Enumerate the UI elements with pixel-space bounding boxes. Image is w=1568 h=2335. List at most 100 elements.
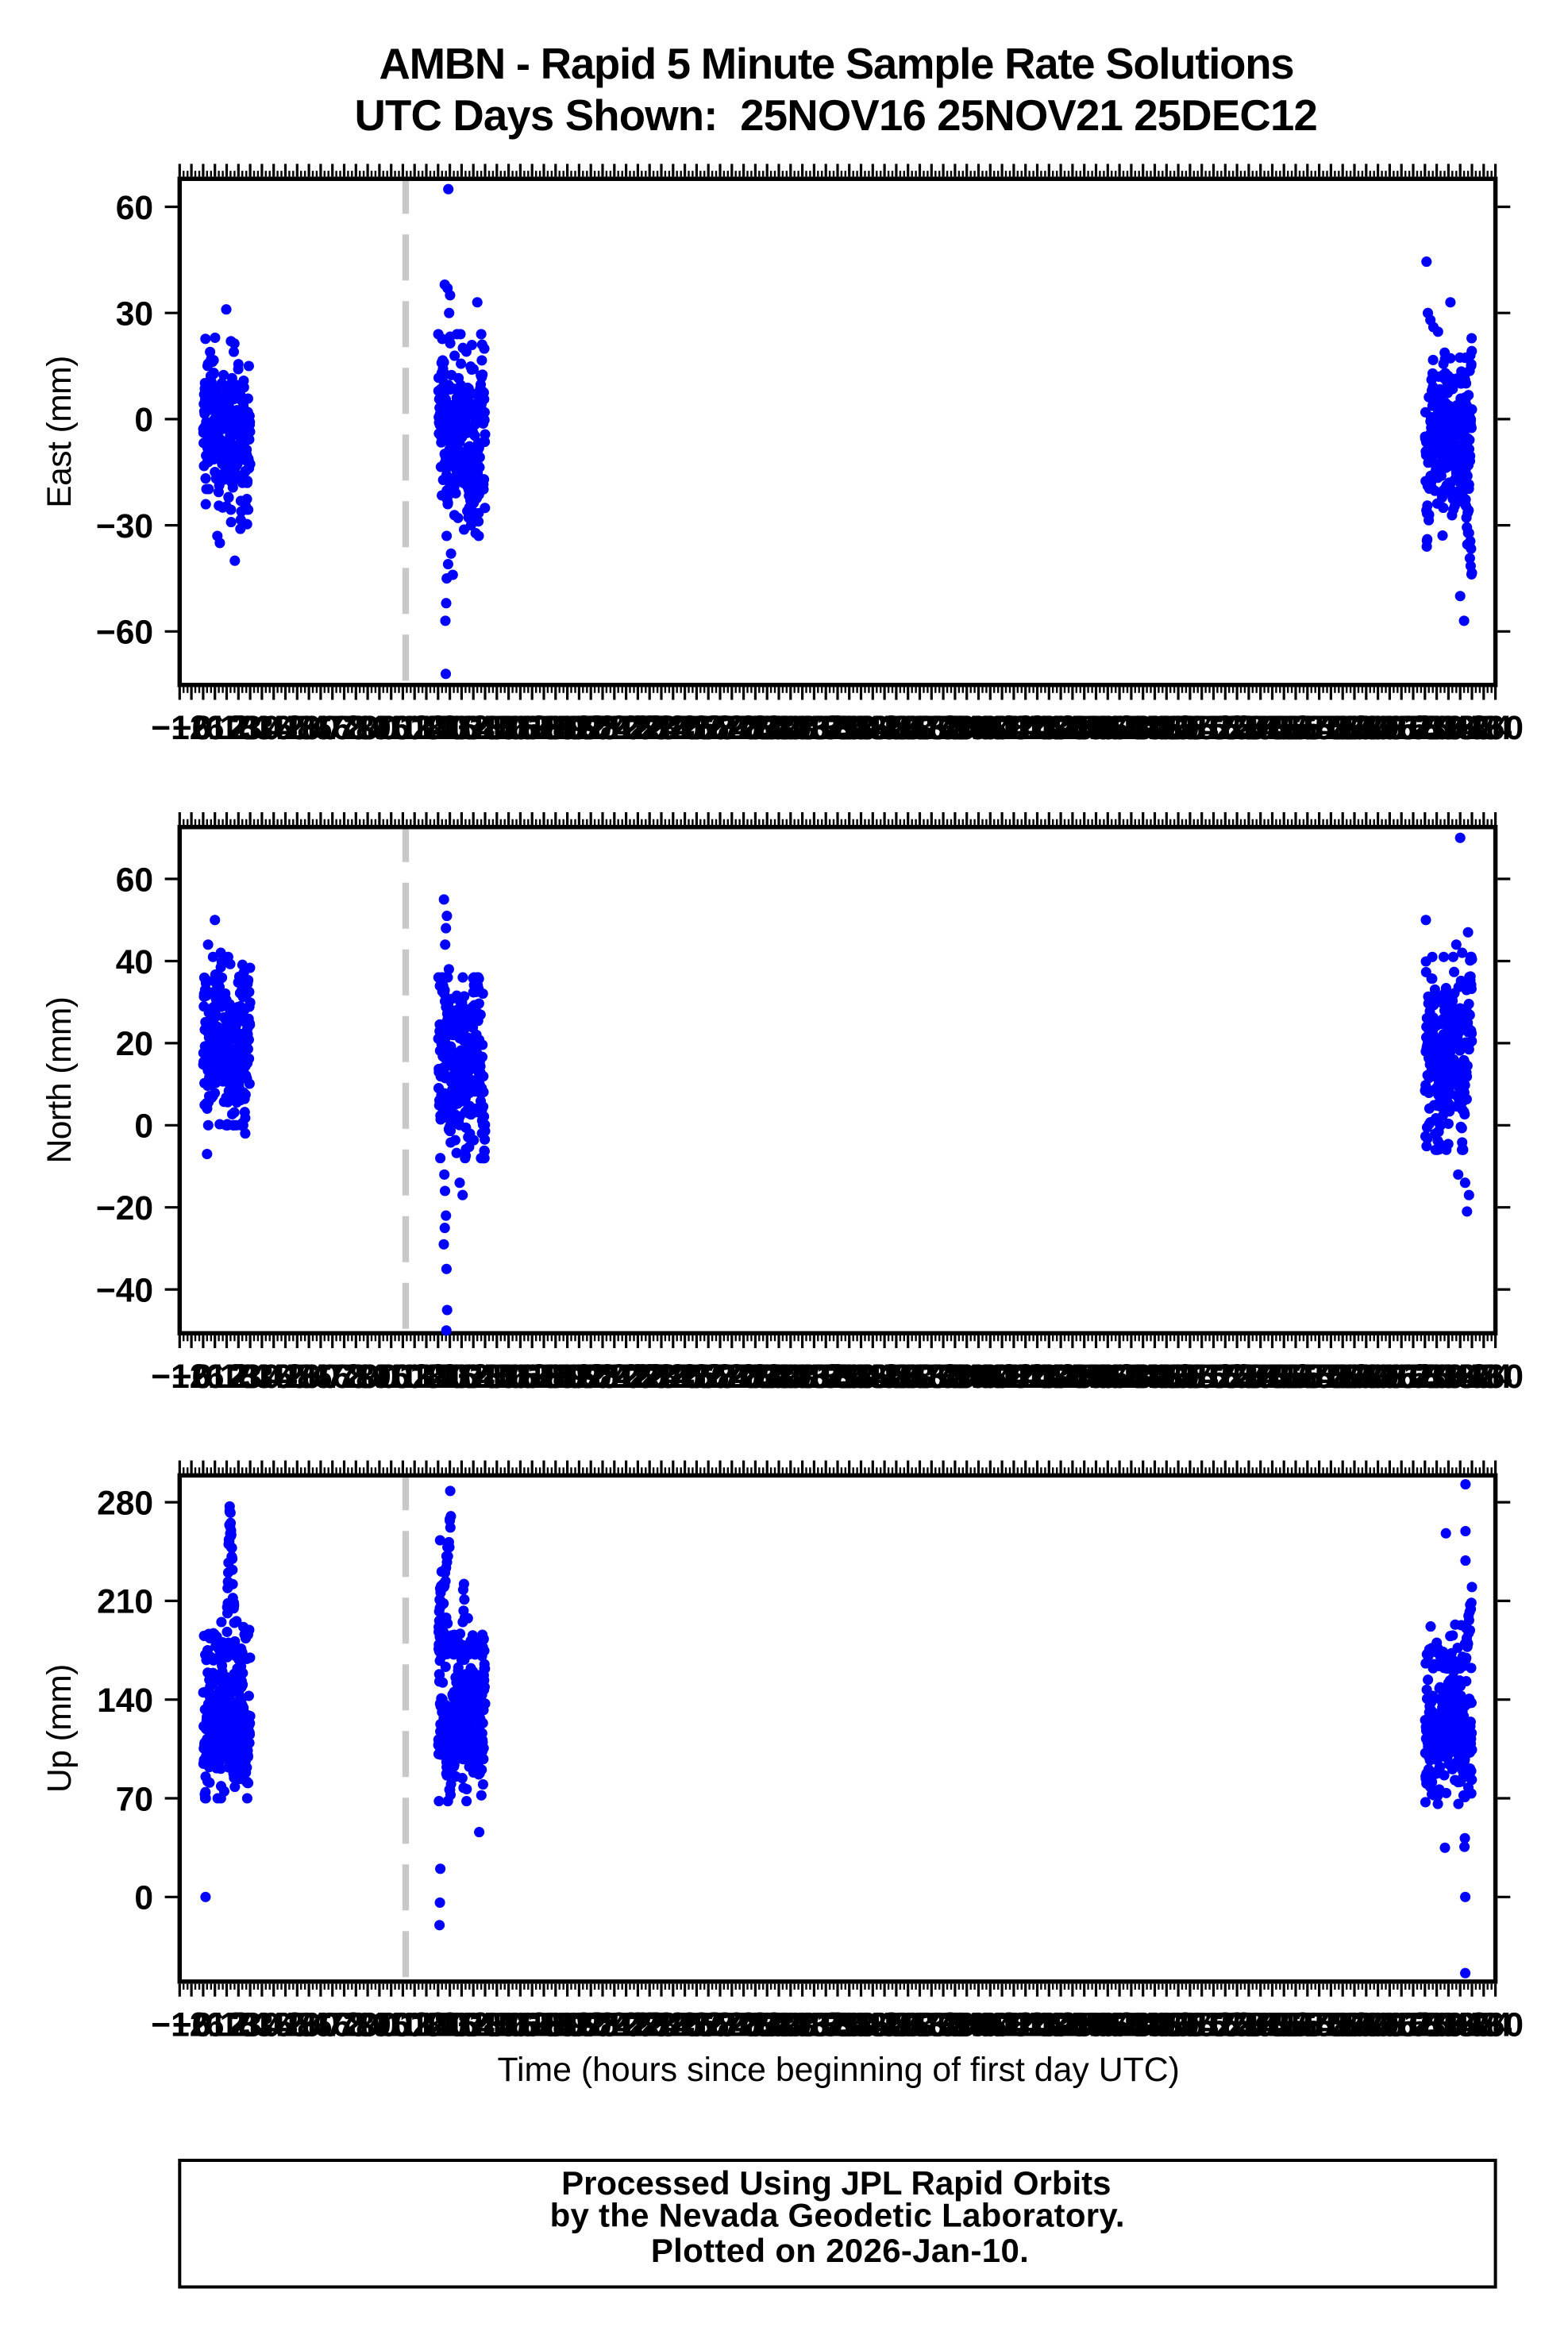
svg-text:84: 84 xyxy=(349,1358,387,1396)
svg-text:336: 336 xyxy=(833,2006,889,2044)
svg-text:450: 450 xyxy=(1056,2006,1112,2044)
svg-text:396: 396 xyxy=(950,2006,1007,2044)
svg-text:294: 294 xyxy=(751,2006,807,2044)
svg-text:390: 390 xyxy=(938,710,995,747)
svg-text:234: 234 xyxy=(634,710,690,747)
svg-text:90: 90 xyxy=(360,2006,398,2044)
svg-text:54: 54 xyxy=(290,710,328,747)
svg-text:528: 528 xyxy=(1209,2006,1266,2044)
svg-text:618: 618 xyxy=(1385,1358,1442,1396)
svg-text:72: 72 xyxy=(326,1358,363,1396)
svg-text:36: 36 xyxy=(255,710,292,747)
svg-text:582: 582 xyxy=(1315,1358,1371,1396)
svg-text:282: 282 xyxy=(727,710,784,747)
svg-text:660: 660 xyxy=(1467,1358,1524,1396)
svg-text:162: 162 xyxy=(492,1358,549,1396)
svg-text:6: 6 xyxy=(206,2006,225,2044)
svg-text:246: 246 xyxy=(657,1358,713,1396)
svg-text:600: 600 xyxy=(1350,1358,1406,1396)
svg-text:−12: −12 xyxy=(151,1358,208,1396)
svg-text:192: 192 xyxy=(551,710,607,747)
svg-text:0: 0 xyxy=(134,402,153,439)
svg-text:114: 114 xyxy=(399,1358,454,1396)
svg-text:444: 444 xyxy=(1044,710,1100,747)
svg-text:606: 606 xyxy=(1362,1358,1418,1396)
svg-text:72: 72 xyxy=(326,710,363,747)
svg-text:30: 30 xyxy=(243,1358,280,1396)
svg-text:12: 12 xyxy=(208,2006,245,2044)
svg-text:534: 534 xyxy=(1220,710,1277,747)
svg-text:468: 468 xyxy=(1092,2006,1148,2044)
svg-text:150: 150 xyxy=(468,1358,525,1396)
svg-text:138: 138 xyxy=(445,2006,502,2044)
svg-text:420: 420 xyxy=(997,2006,1054,2044)
svg-text:474: 474 xyxy=(1103,710,1159,747)
svg-text:0: 0 xyxy=(194,2006,213,2044)
svg-text:222: 222 xyxy=(610,1358,666,1396)
svg-text:114: 114 xyxy=(399,710,454,747)
svg-text:300: 300 xyxy=(762,2006,819,2044)
svg-text:240: 240 xyxy=(645,2006,701,2044)
svg-text:576: 576 xyxy=(1303,2006,1359,2044)
svg-text:366: 366 xyxy=(892,2006,948,2044)
svg-text:12: 12 xyxy=(208,1358,245,1396)
svg-text:480: 480 xyxy=(1115,2006,1171,2044)
svg-text:30: 30 xyxy=(243,2006,280,2044)
svg-text:324: 324 xyxy=(810,710,866,747)
svg-text:156: 156 xyxy=(480,2006,537,2044)
svg-text:354: 354 xyxy=(868,710,924,747)
svg-text:366: 366 xyxy=(892,1358,948,1396)
svg-text:120: 120 xyxy=(410,2006,466,2044)
svg-text:360: 360 xyxy=(880,710,936,747)
svg-text:576: 576 xyxy=(1303,710,1359,747)
svg-text:0: 0 xyxy=(194,1358,213,1396)
svg-text:462: 462 xyxy=(1080,2006,1136,2044)
svg-text:246: 246 xyxy=(657,2006,713,2044)
svg-text:258: 258 xyxy=(680,2006,737,2044)
svg-text:558: 558 xyxy=(1268,710,1324,747)
svg-text:372: 372 xyxy=(903,710,960,747)
svg-text:372: 372 xyxy=(903,2006,960,2044)
svg-text:660: 660 xyxy=(1467,2006,1524,2044)
svg-text:270: 270 xyxy=(703,2006,760,2044)
svg-text:432: 432 xyxy=(1021,2006,1077,2044)
svg-text:408: 408 xyxy=(974,1358,1031,1396)
svg-text:0: 0 xyxy=(134,1108,153,1146)
svg-text:540: 540 xyxy=(1232,2006,1289,2044)
svg-text:280: 280 xyxy=(97,1485,153,1522)
svg-text:40: 40 xyxy=(116,944,153,981)
svg-text:36: 36 xyxy=(255,2006,292,2044)
svg-text:24: 24 xyxy=(231,1358,269,1396)
svg-text:96: 96 xyxy=(372,2006,410,2044)
svg-text:498: 498 xyxy=(1150,2006,1207,2044)
svg-text:654: 654 xyxy=(1455,2006,1512,2044)
svg-text:570: 570 xyxy=(1291,1358,1347,1396)
svg-text:372: 372 xyxy=(903,1358,960,1396)
svg-text:228: 228 xyxy=(622,1358,678,1396)
svg-text:12: 12 xyxy=(208,710,245,747)
svg-text:140: 140 xyxy=(97,1682,153,1720)
svg-text:48: 48 xyxy=(279,1358,316,1396)
svg-text:642: 642 xyxy=(1432,710,1489,747)
svg-text:42: 42 xyxy=(267,710,304,747)
svg-text:510: 510 xyxy=(1173,2006,1230,2044)
svg-text:156: 156 xyxy=(480,1358,537,1396)
svg-text:54: 54 xyxy=(290,1358,328,1396)
svg-text:312: 312 xyxy=(786,710,842,747)
svg-text:312: 312 xyxy=(786,2006,842,2044)
svg-text:108: 108 xyxy=(387,710,443,747)
svg-text:108: 108 xyxy=(387,2006,443,2044)
svg-text:324: 324 xyxy=(810,1358,866,1396)
svg-text:210: 210 xyxy=(586,1358,642,1396)
svg-text:432: 432 xyxy=(1021,710,1077,747)
svg-text:360: 360 xyxy=(880,1358,936,1396)
svg-text:438: 438 xyxy=(1033,710,1089,747)
svg-text:0: 0 xyxy=(194,710,213,747)
svg-text:540: 540 xyxy=(1232,710,1289,747)
svg-text:258: 258 xyxy=(680,1358,737,1396)
svg-text:East (mm): East (mm) xyxy=(41,356,79,507)
svg-text:288: 288 xyxy=(739,1358,796,1396)
svg-text:564: 564 xyxy=(1279,2006,1335,2044)
svg-text:24: 24 xyxy=(231,2006,269,2044)
svg-text:420: 420 xyxy=(997,1358,1054,1396)
